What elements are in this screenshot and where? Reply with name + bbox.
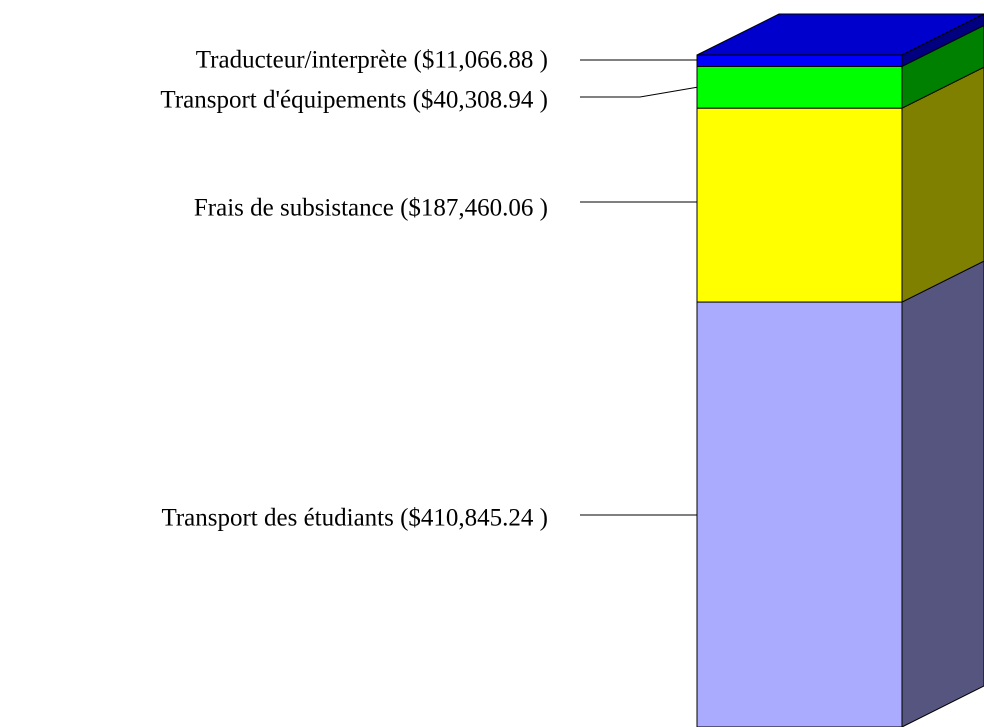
bar-segment xyxy=(696,54,903,67)
leader-line xyxy=(580,86,698,98)
bar-side xyxy=(901,260,984,727)
segment-label: Transport d'équipements ($40,308.94 ) xyxy=(160,87,548,114)
segment-label: Frais de subsistance ($187,460.06 ) xyxy=(194,195,548,222)
segment-label: Traducteur/interprète ($11,066.88 ) xyxy=(196,47,548,74)
bar-segment xyxy=(696,301,903,727)
bar-top xyxy=(696,13,984,56)
bar-segment xyxy=(696,107,903,303)
bar-segment xyxy=(696,65,903,109)
segment-label: Transport des étudiants ($410,845.24 ) xyxy=(161,505,548,532)
